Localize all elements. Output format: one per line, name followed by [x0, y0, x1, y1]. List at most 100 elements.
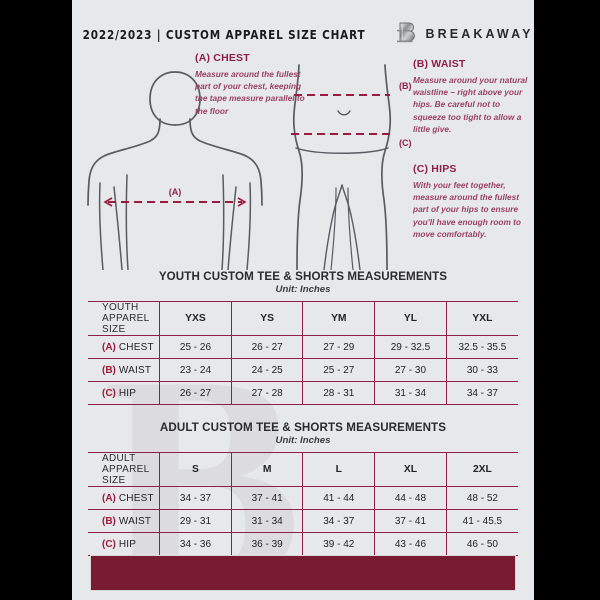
callout-waist: (B) WAIST Measure around your natural wa…	[413, 58, 533, 135]
adult-hip-l: 39 - 42	[302, 532, 376, 556]
youth-row-waist-label: (B) WAIST	[88, 358, 161, 382]
table-spacer	[72, 405, 534, 421]
youth-col-4: YXL	[446, 301, 518, 336]
youth-waist-yxs: 23 - 24	[159, 358, 232, 382]
youth-row-chest-tag: (A)	[102, 341, 116, 353]
youth-row-waist-tag: (B)	[102, 364, 116, 376]
adult-chest-m: 37 - 41	[231, 486, 304, 510]
youth-col-1: YS	[231, 301, 304, 336]
adult-hip-s: 34 - 36	[159, 532, 232, 556]
youth-row-waist-name: WAIST	[118, 364, 152, 376]
table-row: (A) CHEST 34 - 37 37 - 41 41 - 44 44 - 48…	[88, 486, 518, 510]
adult-chest-2xl: 48 - 52	[446, 486, 518, 510]
adult-col-2: L	[302, 452, 376, 487]
adult-col-1: M	[231, 452, 304, 487]
adult-row-hip-label: (C) HIP	[88, 532, 161, 556]
youth-row-chest-name: CHEST	[118, 341, 154, 353]
adult-col-3: XL	[374, 452, 447, 487]
youth-chest-yxs: 25 - 26	[159, 335, 232, 359]
callout-chest-heading: (A) CHEST	[195, 52, 250, 64]
youth-col-3: YL	[374, 301, 447, 336]
adult-table-unit: Unit: Inches	[275, 435, 331, 446]
youth-row-hip-name: HIP	[118, 387, 137, 399]
youth-chest-ys: 26 - 27	[231, 335, 304, 359]
youth-chest-ym: 27 - 29	[302, 335, 376, 359]
chest-measure-line	[103, 197, 247, 207]
adult-row-waist-label: (B) WAIST	[88, 509, 161, 533]
youth-col-0: YXS	[159, 301, 232, 336]
adult-hip-2xl: 46 - 50	[446, 532, 518, 556]
youth-waist-yl: 27 - 30	[374, 358, 447, 382]
adult-chest-xl: 44 - 48	[374, 486, 447, 510]
footer-bar	[90, 555, 516, 591]
body-figures: (A) (B) (C)	[87, 64, 412, 270]
callout-waist-text: Measure around your natural waistline – …	[413, 75, 528, 134]
table-header-row: YOUTH APPAREL SIZE YXS YS YM YL YXL	[88, 301, 518, 336]
lower-body-hips-figure	[292, 64, 392, 270]
adult-col-4: 2XL	[446, 452, 518, 487]
youth-waist-ys: 24 - 25	[231, 358, 304, 382]
callout-waist-heading: (B) WAIST	[413, 58, 466, 70]
adult-row-hip-name: HIP	[118, 538, 137, 550]
page-content: 2022/2023 | CUSTOM APPAREL SIZE CHART	[72, 0, 534, 556]
adult-row-waist-name: WAIST	[118, 515, 152, 527]
table-row: (C) HIP 34 - 36 36 - 39 39 - 42 43 - 46 4…	[88, 532, 518, 556]
youth-hip-yl: 31 - 34	[374, 381, 447, 405]
adult-row-chest-name: CHEST	[118, 492, 154, 504]
adult-waist-xl: 37 - 41	[374, 509, 447, 533]
page-title: 2022/2023 | CUSTOM APPAREL SIZE CHART	[83, 26, 366, 42]
youth-hip-ym: 28 - 31	[302, 381, 376, 405]
youth-hip-yxs: 26 - 27	[159, 381, 232, 405]
adult-row-header-label: ADULT APPAREL SIZE	[88, 452, 161, 487]
youth-waist-yxl: 30 - 33	[446, 358, 518, 382]
adult-row-waist-tag: (B)	[102, 515, 116, 527]
callout-hips: (C) HIPS With your feet together, measur…	[413, 163, 534, 240]
youth-chest-yxl: 32.5 - 35.5	[446, 335, 518, 359]
table-row: (C) HIP 26 - 27 27 - 28 28 - 31 31 - 34 3…	[88, 381, 518, 405]
youth-table-block: YOUTH CUSTOM TEE & SHORTS MEASUREMENTS U…	[72, 270, 534, 405]
table-header-row: ADULT APPAREL SIZE S M L XL 2XL	[88, 452, 518, 487]
brand-logo: BREAKAWAY	[395, 21, 534, 47]
youth-row-chest-label: (A) CHEST	[88, 335, 161, 359]
adult-waist-m: 31 - 34	[231, 509, 304, 533]
adult-chest-s: 34 - 37	[159, 486, 232, 510]
brand-name: BREAKAWAY	[425, 27, 534, 41]
youth-hip-yxl: 34 - 37	[446, 381, 518, 405]
table-row: (B) WAIST 29 - 31 31 - 34 34 - 37 37 - 41…	[88, 509, 518, 533]
adult-waist-s: 29 - 31	[159, 509, 232, 533]
callout-hips-heading: (C) HIPS	[413, 163, 457, 175]
youth-waist-ym: 25 - 27	[302, 358, 376, 382]
table-row: (A) CHEST 25 - 26 26 - 27 27 - 29 29 - 32…	[88, 335, 518, 359]
callout-chest-text: Measure around the fullest part of your …	[195, 69, 305, 116]
waist-marker-label: (B)	[399, 81, 412, 91]
adult-size-table: ADULT APPAREL SIZE S M L XL 2XL (A) CHEST…	[88, 452, 518, 556]
measurement-diagram: (A) (B) (C) (A) CHEST Measure around the…	[72, 52, 534, 270]
adult-hip-m: 36 - 39	[231, 532, 304, 556]
adult-table-title: ADULT CUSTOM TEE & SHORTS MEASUREMENTS	[159, 421, 447, 434]
youth-table-unit: Unit: Inches	[275, 284, 331, 295]
upper-body-torso-figure	[87, 71, 263, 270]
youth-table-title: YOUTH CUSTOM TEE & SHORTS MEASUREMENTS	[158, 270, 448, 283]
table-row: (B) WAIST 23 - 24 24 - 25 25 - 27 27 - 30…	[88, 358, 518, 382]
adult-hip-xl: 43 - 46	[374, 532, 447, 556]
youth-row-hip-tag: (C)	[102, 387, 116, 399]
youth-row-header-label: YOUTH APPAREL SIZE	[88, 301, 161, 336]
youth-col-2: YM	[302, 301, 376, 336]
adult-waist-2xl: 41 - 45.5	[446, 509, 518, 533]
callout-hips-text: With your feet together, measure around …	[413, 180, 521, 239]
adult-chest-l: 41 - 44	[302, 486, 376, 510]
breakaway-b-logo-icon	[396, 22, 415, 43]
hips-marker-label: (C)	[399, 138, 412, 148]
youth-chest-yl: 29 - 32.5	[374, 335, 447, 359]
page-header: 2022/2023 | CUSTOM APPAREL SIZE CHART	[72, 0, 534, 55]
adult-row-hip-tag: (C)	[102, 538, 116, 550]
adult-row-chest-tag: (A)	[102, 492, 116, 504]
adult-row-chest-label: (A) CHEST	[88, 486, 161, 510]
callout-chest: (A) CHEST Measure around the fullest par…	[195, 52, 315, 117]
youth-hip-ys: 27 - 28	[231, 381, 304, 405]
youth-row-hip-label: (C) HIP	[88, 381, 161, 405]
adult-waist-l: 34 - 37	[302, 509, 376, 533]
adult-col-0: S	[159, 452, 232, 487]
youth-size-table: YOUTH APPAREL SIZE YXS YS YM YL YXL (A) C…	[88, 301, 518, 405]
adult-table-block: ADULT CUSTOM TEE & SHORTS MEASUREMENTS U…	[72, 421, 534, 556]
